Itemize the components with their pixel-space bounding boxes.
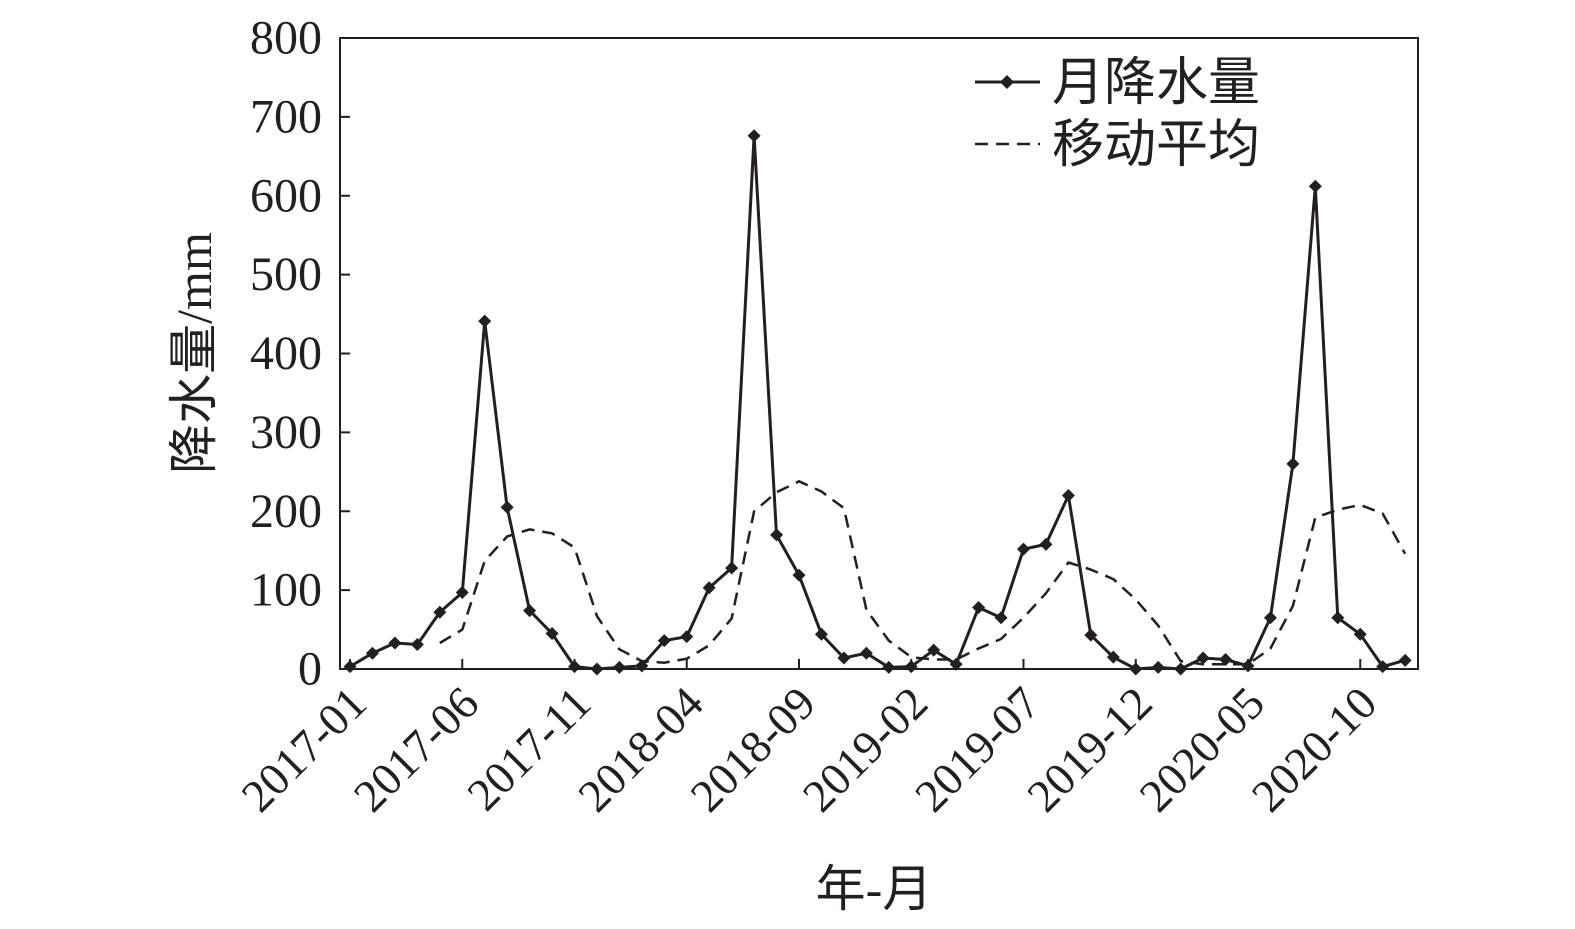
data-point-marker [1376,660,1390,674]
y-tick-label: 200 [250,485,322,538]
data-point-marker [545,627,559,641]
data-point-marker [523,604,537,618]
data-point-marker [770,528,784,542]
data-point-marker [702,581,716,595]
data-point-marker [455,585,469,599]
data-point-marker [680,630,694,644]
data-point-marker [365,646,379,660]
data-point-marker [568,660,581,674]
data-point-marker [859,646,873,660]
data-point-marker [1196,651,1210,665]
x-tick-label: 2020-10 [1242,677,1386,821]
data-point-marker [927,643,941,657]
data-point-marker [635,659,649,673]
series-layer [343,129,1412,676]
data-point-marker [1241,659,1255,673]
y-tick-label: 400 [250,327,322,380]
data-point-marker [972,600,986,614]
data-point-marker [410,638,424,652]
legend-item-moving-average: 移动平均 [975,117,1260,174]
y-axis: 0 100 200 300 400 500 600 700 800 [250,12,350,696]
data-point-marker [1017,542,1030,556]
y-tick-label: 100 [250,564,322,617]
y-tick-label: 800 [250,12,322,65]
data-point-marker [1084,628,1098,642]
data-point-marker [949,657,963,671]
data-point-marker [1286,457,1300,471]
data-point-marker [1174,662,1188,676]
data-point-marker [882,660,896,674]
data-point-marker [1331,611,1345,625]
data-point-marker [433,605,447,619]
data-point-marker [590,662,604,676]
legend-item-monthly: 月降水量 [975,55,1260,112]
legend-swatch-monthly-diamond [1000,75,1014,89]
x-tick-label: 2019-07 [905,677,1049,821]
data-point-marker [612,660,626,674]
x-tick-label: 2019-02 [793,677,937,821]
data-point-marker [994,611,1008,625]
data-point-marker [478,314,492,328]
series-line-monthly [349,134,1406,671]
legend: 月降水量 移动平均 [975,55,1260,174]
data-point-marker [814,627,828,641]
data-point-marker [388,636,402,650]
data-point-marker [657,634,671,648]
data-point-marker [1353,627,1367,641]
series-line-moving-average [439,480,1407,666]
data-point-marker [792,568,806,582]
data-point-marker [725,561,739,575]
x-axis-label: 年-月 [816,861,933,917]
x-tick-label: 2018-09 [681,677,825,821]
x-tick-label: 2017-01 [232,677,376,821]
data-point-marker [500,500,514,514]
data-point-marker [837,651,851,665]
legend-label-monthly: 月降水量 [1052,55,1260,112]
data-point-marker [1129,662,1143,676]
y-tick-label: 600 [250,169,322,222]
data-point-marker [1061,488,1075,502]
x-tick-label: 2017-11 [457,677,600,820]
legend-label-moving-average: 移动平均 [1052,117,1260,174]
x-tick-label: 2017-06 [344,677,488,821]
data-point-marker [343,660,357,674]
data-point-marker [1263,611,1277,625]
y-tick-label: 300 [250,406,322,459]
data-point-marker [1308,179,1322,193]
y-tick-label: 700 [250,90,322,143]
x-axis: 2017-012017-062017-112018-042018-092019-… [232,659,1386,821]
data-point-marker [1151,660,1165,674]
data-point-marker [1039,537,1053,551]
data-point-marker [747,129,761,143]
y-axis-label: 降水量/mm [166,232,222,474]
x-tick-label: 2019-12 [1017,677,1161,821]
x-tick-label: 2020-05 [1130,677,1274,821]
y-tick-label: 500 [250,248,322,301]
data-point-marker [1219,653,1233,667]
x-tick-label: 2018-04 [568,677,712,821]
y-tick-label: 0 [298,643,322,696]
data-point-marker [904,660,918,674]
data-point-marker [1398,653,1412,667]
data-point-marker [1106,650,1120,664]
